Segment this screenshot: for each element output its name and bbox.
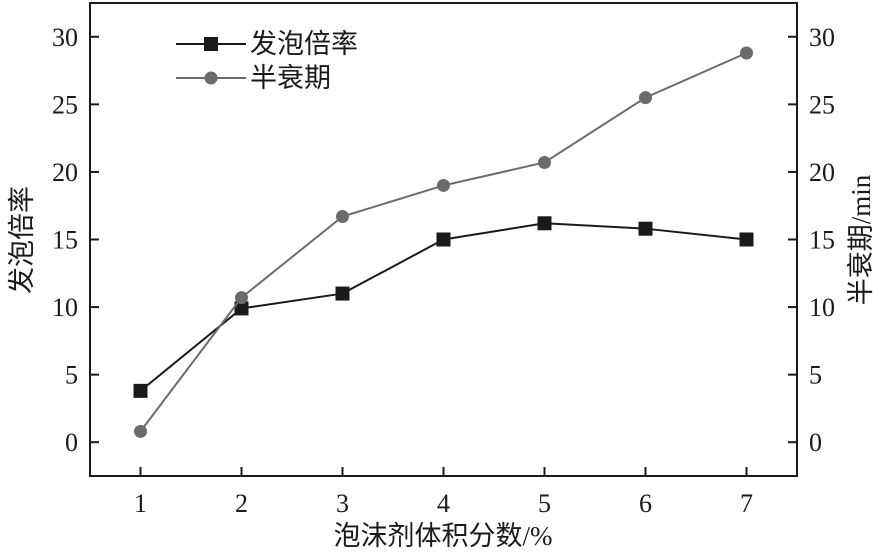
data-point-foaming-ratio	[133, 383, 148, 398]
right-y-axis-title: 半衰期/min	[846, 174, 876, 305]
data-point-foaming-ratio	[739, 232, 754, 247]
left-y-axis-title: 发泡倍率	[7, 186, 37, 294]
data-point-half-life	[336, 210, 349, 224]
data-point-half-life	[639, 91, 652, 105]
data-point-foaming-ratio	[234, 301, 249, 316]
right-y-tick-label: 25	[809, 90, 835, 119]
x-tick-label: 1	[134, 489, 147, 518]
left-y-axis-ticks: 0 5 10 15 20 25 30	[52, 23, 99, 457]
right-y-tick-label: 5	[809, 361, 822, 390]
legend: 发泡倍率 半衰期	[176, 29, 358, 93]
data-point-half-life	[538, 155, 551, 169]
legend-marker-half-life	[204, 71, 218, 85]
data-point-half-life	[437, 178, 450, 192]
data-point-foaming-ratio	[537, 216, 552, 231]
legend-label-foaming-ratio: 发泡倍率	[250, 29, 358, 59]
data-point-foaming-ratio	[335, 286, 350, 301]
right-y-tick-label: 0	[809, 428, 822, 457]
data-point-foaming-ratio	[436, 232, 451, 247]
left-y-tick-label: 5	[65, 361, 78, 390]
series-layer	[133, 46, 754, 438]
x-tick-label: 7	[740, 489, 753, 518]
data-point-half-life	[134, 424, 147, 438]
legend-label-half-life: 半衰期	[250, 63, 331, 93]
right-y-axis-ticks: 0 5 10 15 20 25 30	[788, 23, 835, 457]
legend-marker-foaming-ratio	[204, 37, 218, 51]
left-y-tick-label: 20	[52, 158, 78, 187]
x-axis-ticks: 1 2 3 4 5 6 7	[134, 467, 753, 518]
right-y-tick-label: 20	[809, 158, 835, 187]
left-y-tick-label: 15	[52, 226, 78, 255]
x-tick-label: 5	[538, 489, 551, 518]
right-y-tick-label: 15	[809, 226, 835, 255]
left-y-tick-label: 25	[52, 90, 78, 119]
left-y-tick-label: 0	[65, 428, 78, 457]
x-axis-title: 泡沫剂体积分数/%	[334, 521, 553, 551]
right-y-tick-label: 10	[809, 293, 835, 322]
left-y-tick-label: 10	[52, 293, 78, 322]
x-tick-label: 2	[235, 489, 248, 518]
data-point-foaming-ratio	[638, 221, 653, 236]
right-y-tick-label: 30	[809, 23, 835, 52]
x-tick-label: 6	[639, 489, 652, 518]
left-y-tick-label: 30	[52, 23, 78, 52]
data-point-half-life	[740, 46, 753, 60]
series-line-foaming-ratio	[139, 222, 747, 392]
x-tick-label: 3	[336, 489, 349, 518]
x-tick-label: 4	[437, 489, 450, 518]
data-point-half-life	[235, 291, 248, 305]
